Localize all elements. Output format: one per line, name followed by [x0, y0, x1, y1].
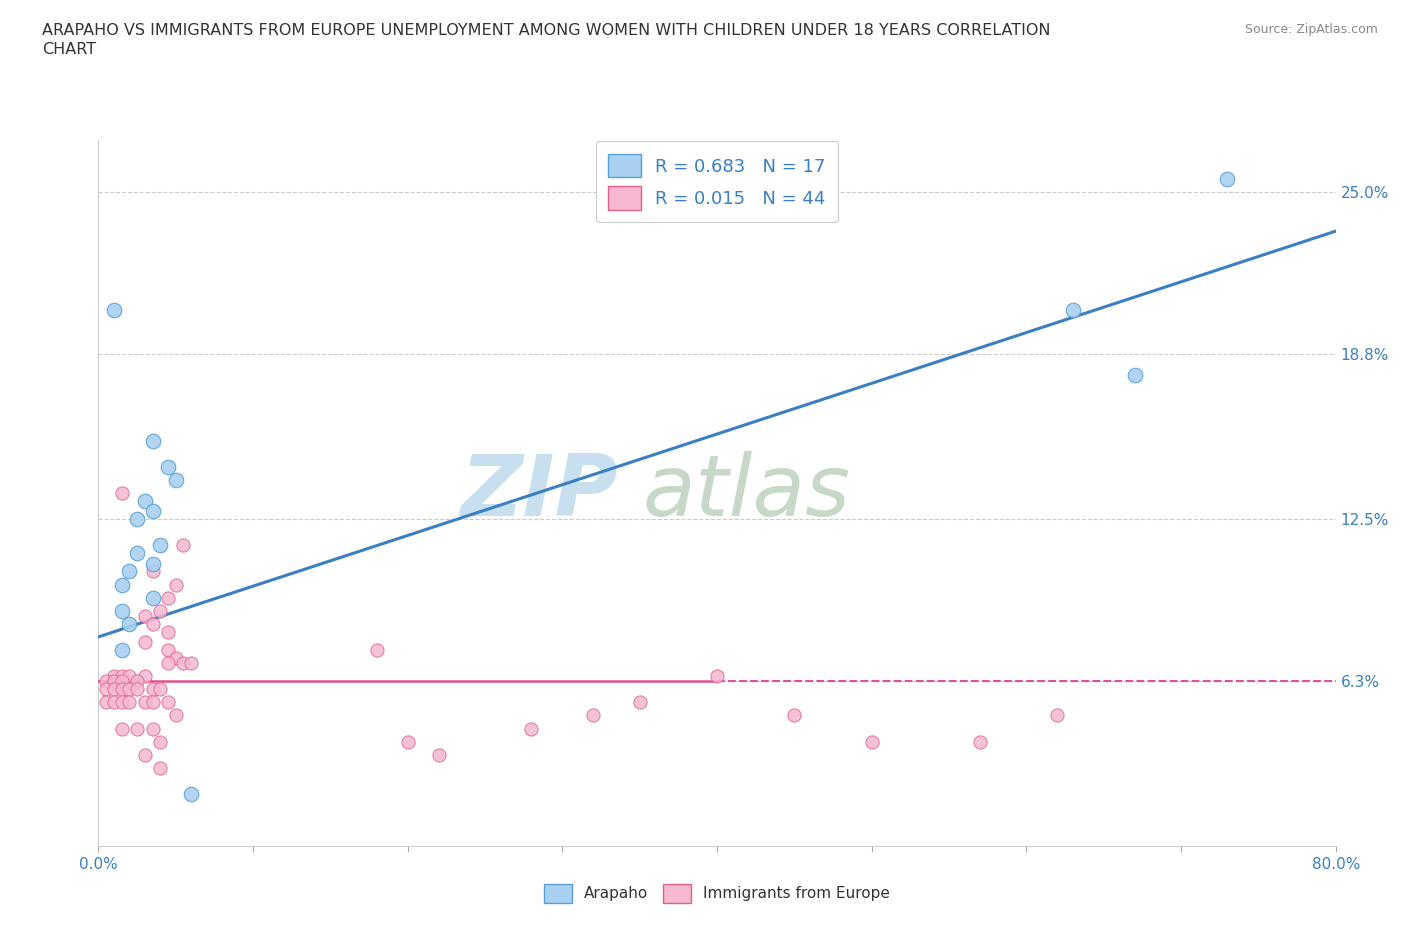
Point — [118, 617, 141, 631]
Point — [969, 734, 991, 749]
Point — [118, 669, 141, 684]
Text: Source: ZipAtlas.com: Source: ZipAtlas.com — [1244, 23, 1378, 36]
Point — [96, 695, 118, 710]
Point — [149, 734, 172, 749]
Point — [111, 604, 134, 618]
Point — [127, 682, 149, 697]
Point — [111, 485, 134, 500]
Point — [111, 682, 134, 697]
Point — [111, 578, 134, 592]
Point — [142, 556, 165, 571]
Point — [706, 669, 728, 684]
Point — [165, 472, 187, 487]
Point — [1046, 708, 1069, 723]
Point — [180, 656, 202, 671]
Point — [118, 682, 141, 697]
Point — [165, 578, 187, 592]
Point — [628, 695, 651, 710]
Point — [1062, 302, 1084, 317]
Point — [103, 669, 125, 684]
Point — [149, 761, 172, 776]
Point — [111, 669, 134, 684]
Point — [127, 512, 149, 526]
Point — [142, 695, 165, 710]
Point — [118, 695, 141, 710]
Point — [127, 674, 149, 689]
Point — [103, 302, 125, 317]
Point — [111, 721, 134, 736]
Point — [96, 682, 118, 697]
Point — [157, 695, 180, 710]
Point — [157, 656, 180, 671]
Text: ZIP: ZIP — [460, 451, 619, 535]
Point — [157, 643, 180, 658]
Point — [173, 656, 195, 671]
Point — [142, 564, 165, 578]
Point — [142, 504, 165, 519]
Point — [103, 674, 125, 689]
Point — [157, 624, 180, 639]
Point — [134, 747, 156, 762]
Point — [142, 682, 165, 697]
Point — [1123, 367, 1146, 382]
Point — [103, 695, 125, 710]
Point — [111, 674, 134, 689]
Point — [134, 669, 156, 684]
Point — [165, 708, 187, 723]
Point — [127, 546, 149, 561]
Point — [142, 617, 165, 631]
Text: ARAPAHO VS IMMIGRANTS FROM EUROPE UNEMPLOYMENT AMONG WOMEN WITH CHILDREN UNDER 1: ARAPAHO VS IMMIGRANTS FROM EUROPE UNEMPL… — [42, 23, 1050, 38]
Point — [157, 459, 180, 474]
Point — [134, 493, 156, 508]
Point — [396, 734, 419, 749]
Point — [103, 682, 125, 697]
Point — [165, 650, 187, 665]
Point — [427, 747, 450, 762]
Legend: Arapaho, Immigrants from Europe: Arapaho, Immigrants from Europe — [538, 878, 896, 910]
Point — [111, 643, 134, 658]
Text: atlas: atlas — [643, 451, 851, 535]
Point — [1216, 171, 1239, 186]
Point — [582, 708, 605, 723]
Point — [860, 734, 883, 749]
Point — [142, 721, 165, 736]
Point — [134, 608, 156, 623]
Point — [149, 682, 172, 697]
Point — [149, 538, 172, 552]
Point — [366, 643, 388, 658]
Point — [142, 433, 165, 448]
Point — [173, 538, 195, 552]
Point — [111, 695, 134, 710]
Point — [96, 674, 118, 689]
Point — [520, 721, 543, 736]
Point — [180, 787, 202, 802]
Point — [118, 564, 141, 578]
Point — [134, 634, 156, 649]
Point — [134, 695, 156, 710]
Text: CHART: CHART — [42, 42, 96, 57]
Point — [157, 591, 180, 605]
Point — [142, 591, 165, 605]
Point — [127, 721, 149, 736]
Point — [783, 708, 806, 723]
Point — [149, 604, 172, 618]
